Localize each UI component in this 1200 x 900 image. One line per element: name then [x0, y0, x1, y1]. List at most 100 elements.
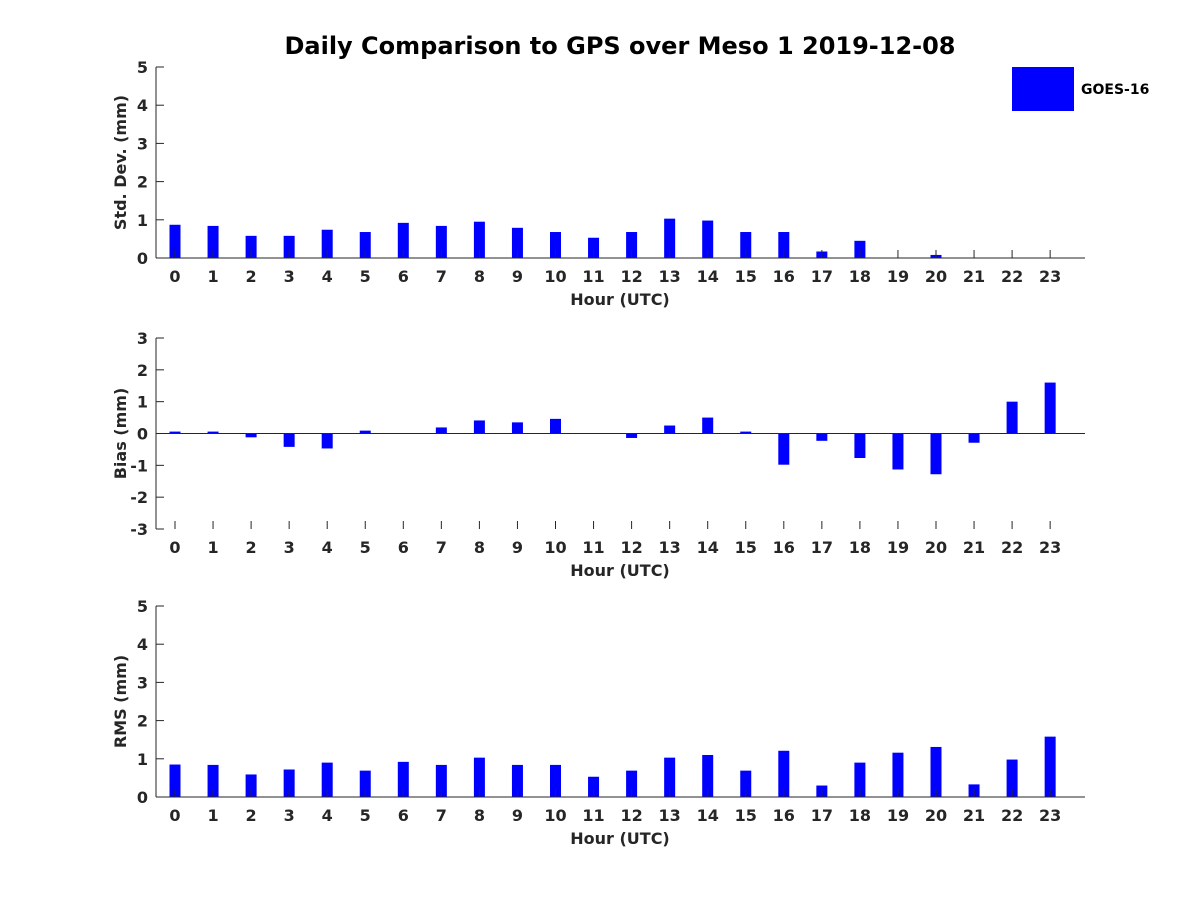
bias-bar-23 — [1044, 382, 1056, 434]
std-dev-xtick-label: 22 — [1001, 267, 1023, 286]
rms-xtick-label: 3 — [284, 806, 295, 825]
std-dev-bar-7 — [435, 225, 447, 258]
bias-ytick-label: -3 — [130, 520, 148, 539]
std-dev-xtick-label: 1 — [207, 267, 218, 286]
std-dev-bar-0 — [169, 224, 181, 258]
rms-xtick-label: 11 — [582, 806, 604, 825]
bias-xtick-label: 7 — [436, 538, 447, 557]
bias-bar-18 — [854, 433, 866, 459]
std-dev-bar-14 — [702, 220, 714, 258]
bias-bar-21 — [968, 433, 980, 443]
bias-bar-1 — [207, 431, 219, 434]
rms-ytick-label: 5 — [137, 597, 148, 616]
std-dev-bar-6 — [397, 222, 409, 258]
rms-xtick-label: 5 — [360, 806, 371, 825]
bias-bar-22 — [1006, 401, 1018, 434]
bias-xtick-label: 22 — [1001, 538, 1023, 557]
std-dev-xtick-label: 21 — [963, 267, 985, 286]
bias-bar-2 — [245, 433, 257, 438]
bias-bar-16 — [778, 433, 790, 465]
bias-xtick-label: 19 — [887, 538, 909, 557]
std-dev-xtick-label: 18 — [849, 267, 871, 286]
bias-xtick-label: 0 — [169, 538, 180, 557]
bias-xtick-label: 8 — [474, 538, 485, 557]
rms-bar-15 — [740, 770, 752, 797]
rms-xtick-label: 16 — [773, 806, 795, 825]
rms-bar-7 — [435, 764, 447, 797]
rms-bar-18 — [854, 762, 866, 797]
std-dev-bar-15 — [740, 232, 752, 258]
std-dev-bar-10 — [550, 232, 561, 258]
bias-bar-8 — [473, 420, 485, 434]
rms-xtick-label: 22 — [1001, 806, 1023, 825]
rms-ytick-label: 4 — [137, 635, 148, 654]
bias-bar-5 — [359, 430, 371, 434]
rms-xtick-label: 15 — [735, 806, 757, 825]
bias-xtick-label: 10 — [544, 538, 566, 557]
bias-ytick-label: 2 — [137, 361, 148, 380]
bias-ytick-label: 1 — [137, 393, 148, 412]
rms-bar-16 — [778, 750, 790, 797]
rms-xtick-label: 2 — [246, 806, 257, 825]
bias-xtick-label: 11 — [582, 538, 604, 557]
rms-bar-12 — [626, 770, 638, 797]
bias-xtick-label: 14 — [697, 538, 719, 557]
bias-bar-15 — [740, 431, 752, 434]
rms-bar-3 — [283, 769, 295, 797]
bias-ytick-label: 0 — [137, 425, 148, 444]
legend-label: GOES-16 — [1081, 82, 1149, 98]
legend-swatch — [1012, 67, 1074, 111]
bias-bar-17 — [816, 433, 828, 441]
rms-xtick-label: 23 — [1039, 806, 1061, 825]
legend: GOES-16 — [1012, 67, 1149, 111]
std-dev-xtick-label: 14 — [697, 267, 719, 286]
std-dev-xtick-label: 15 — [735, 267, 757, 286]
std-dev-xtick-label: 4 — [322, 267, 333, 286]
std-dev-ytick-label: 3 — [137, 134, 148, 153]
bias-bar-10 — [550, 418, 561, 434]
std-dev-bar-2 — [245, 235, 257, 258]
rms-xtick-label: 6 — [398, 806, 409, 825]
std-dev-ytick-label: 2 — [137, 173, 148, 192]
rms-bar-1 — [207, 764, 219, 797]
rms-bar-9 — [511, 764, 523, 797]
std-dev-xtick-label: 20 — [925, 267, 947, 286]
rms-bar-14 — [702, 754, 714, 797]
std-dev-ytick-label: 5 — [137, 58, 148, 77]
std-dev-bar-18 — [854, 240, 866, 258]
std-dev-xtick-label: 17 — [811, 267, 833, 286]
rms-ytick-label: 3 — [137, 673, 148, 692]
rms-bar-5 — [359, 770, 371, 797]
rms-bar-13 — [664, 757, 676, 797]
rms-ylabel: RMS (mm) — [111, 655, 130, 748]
rms-bar-11 — [588, 776, 600, 797]
std-dev-xtick-label: 6 — [398, 267, 409, 286]
bias-xtick-label: 9 — [512, 538, 523, 557]
bias-xtick-label: 15 — [735, 538, 757, 557]
std-dev-xtick-label: 16 — [773, 267, 795, 286]
std-dev-xtick-label: 11 — [582, 267, 604, 286]
std-dev-xtick-label: 2 — [246, 267, 257, 286]
bias-ylabel: Bias (mm) — [111, 388, 130, 480]
rms-xtick-label: 14 — [697, 806, 719, 825]
rms-bar-10 — [550, 764, 561, 797]
std-dev-bar-12 — [626, 232, 638, 258]
bias-xtick-label: 2 — [246, 538, 257, 557]
bias-xtick-label: 18 — [849, 538, 871, 557]
std-dev-bar-13 — [664, 218, 676, 258]
rms-bar-4 — [321, 762, 333, 797]
std-dev-xtick-label: 10 — [544, 267, 566, 286]
std-dev-bar-1 — [207, 225, 219, 258]
std-dev-xlabel: Hour (UTC) — [570, 290, 670, 309]
std-dev-ytick-label: 0 — [137, 249, 148, 268]
bias-ytick-label: -1 — [130, 456, 148, 475]
std-dev-bar-4 — [321, 229, 333, 258]
bias-xtick-label: 16 — [773, 538, 795, 557]
bias-xtick-label: 21 — [963, 538, 985, 557]
bias-xtick-label: 20 — [925, 538, 947, 557]
rms-bar-8 — [473, 757, 485, 797]
rms-xtick-label: 12 — [620, 806, 642, 825]
bias-bar-7 — [435, 427, 447, 434]
std-dev-xtick-label: 13 — [659, 267, 681, 286]
